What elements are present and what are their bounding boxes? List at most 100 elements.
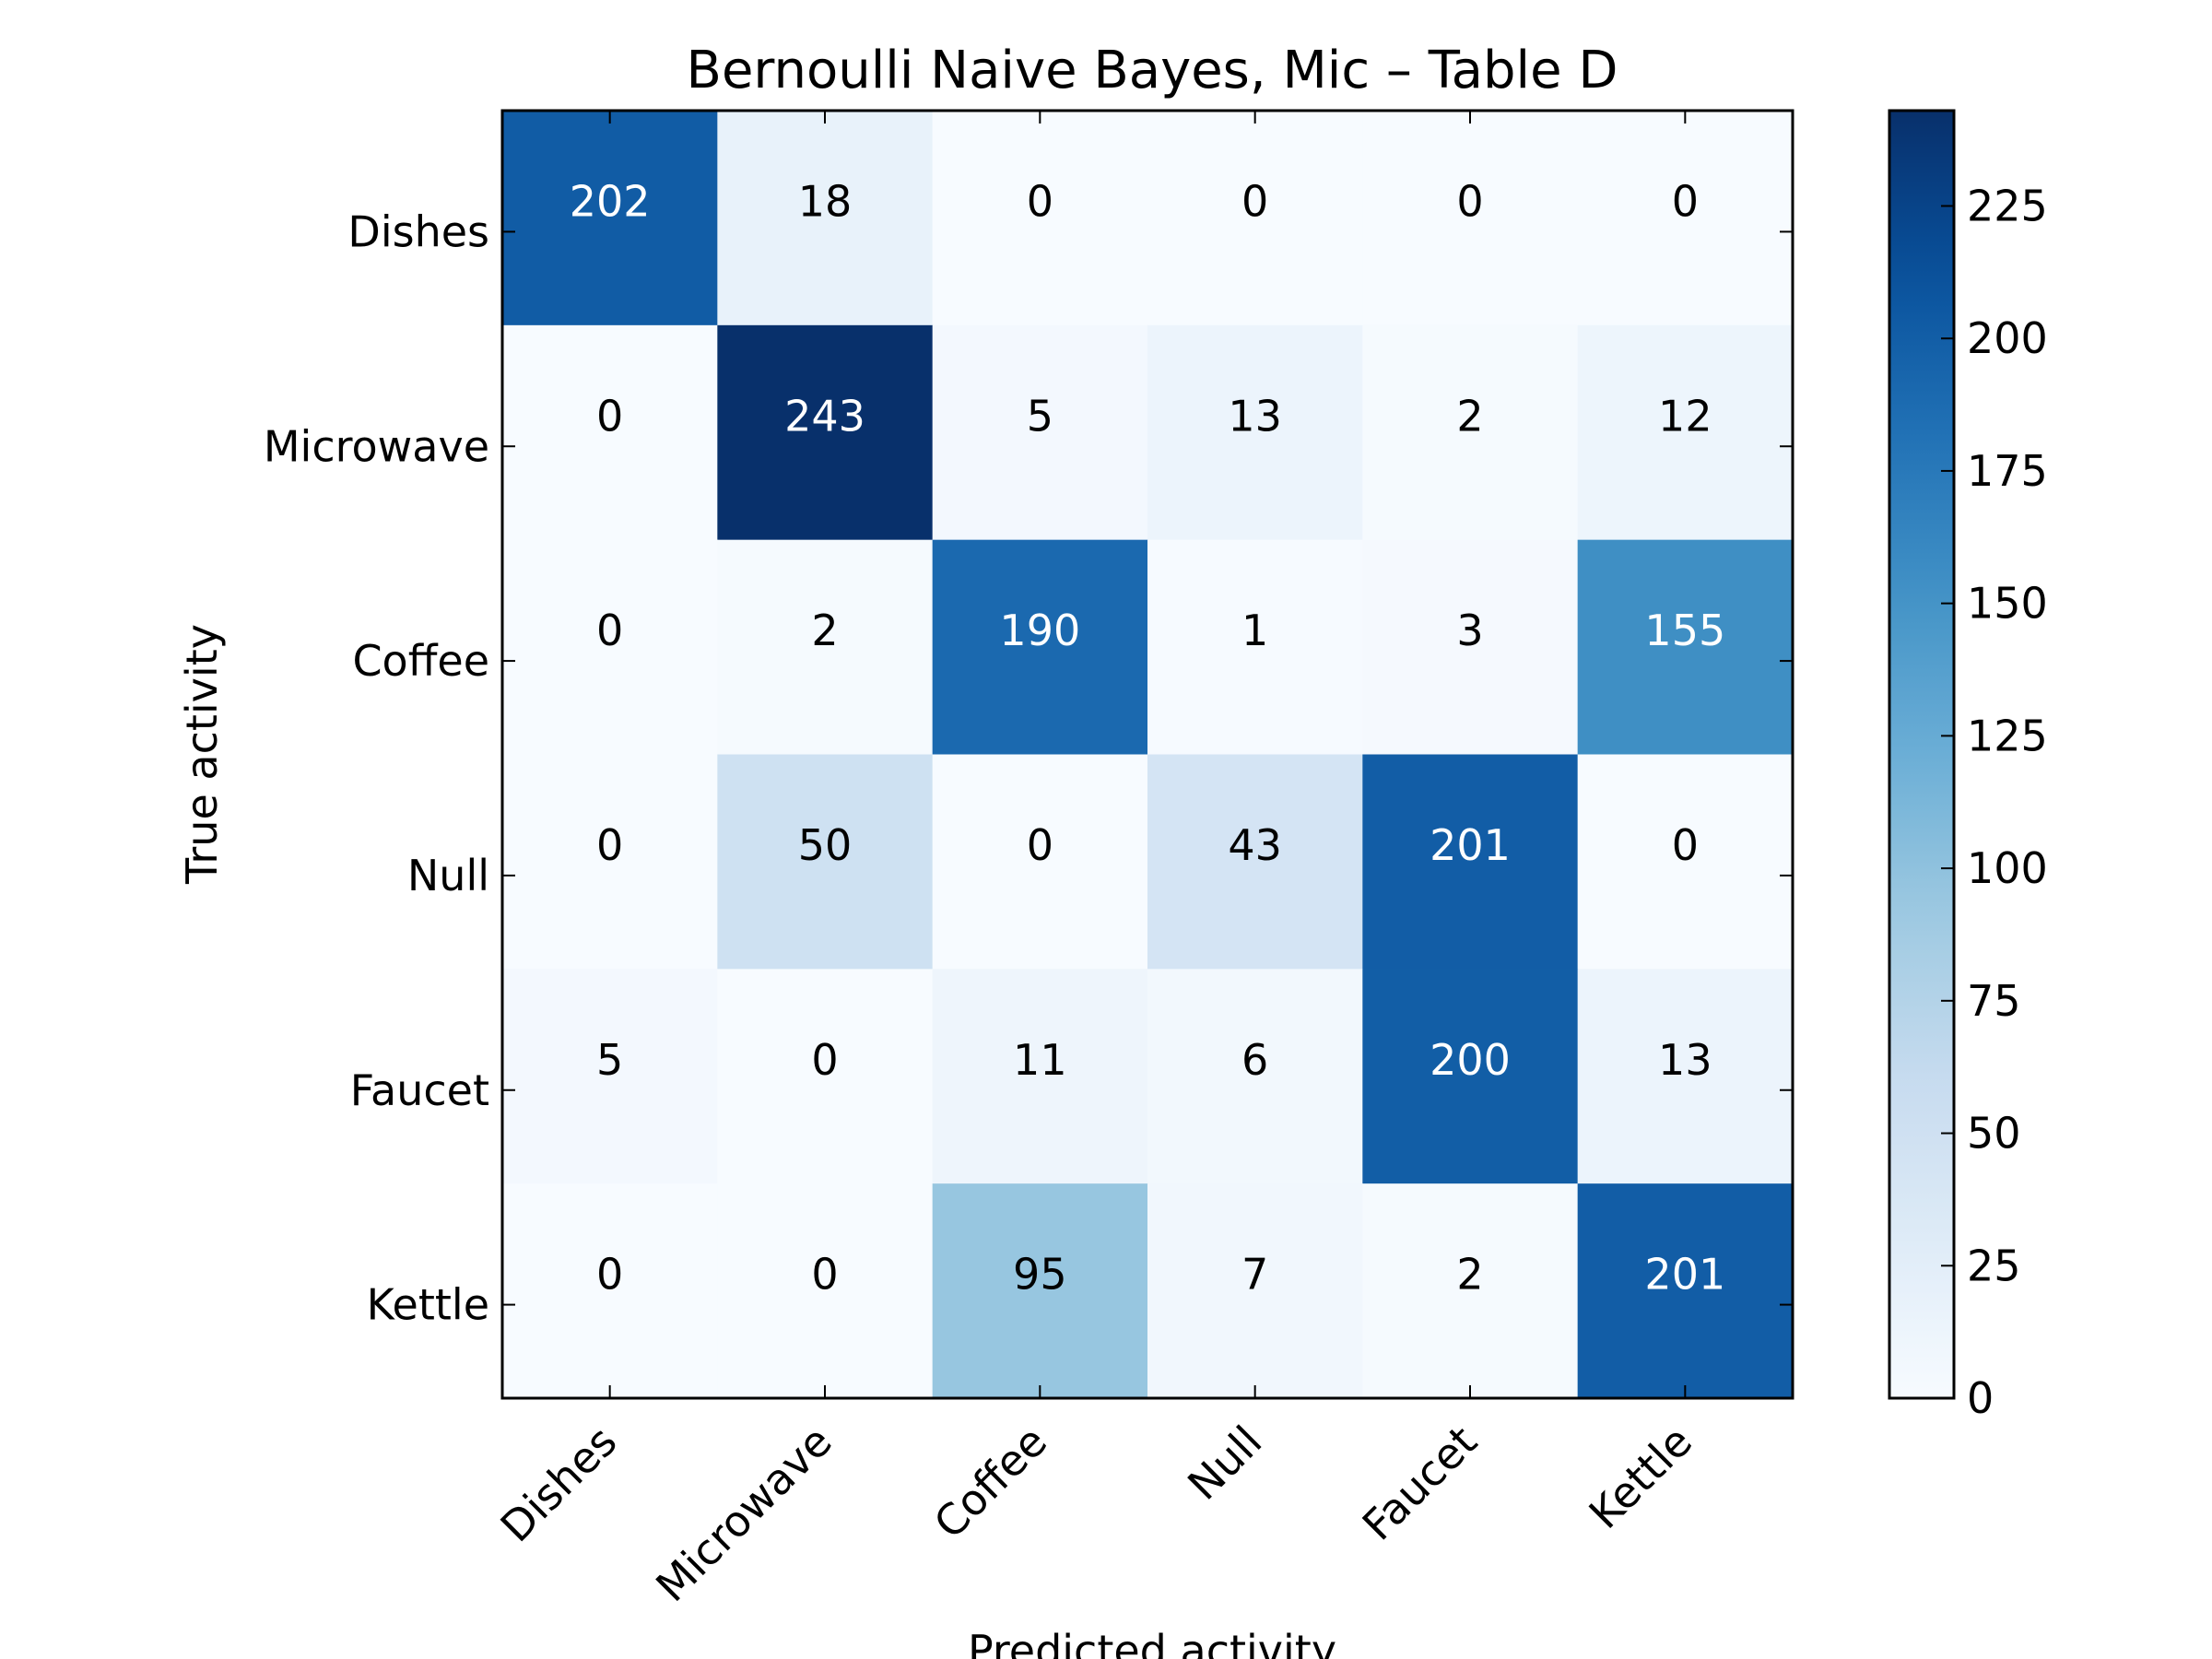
- colorbar-tick-label: 0: [1967, 1373, 1994, 1423]
- heatmap-cell: [1362, 324, 1579, 541]
- cell-value-label: 50: [798, 820, 853, 870]
- heatmap-cell: [1147, 754, 1363, 970]
- heatmap-cell: [1362, 969, 1579, 1184]
- heatmap-cell: [1577, 539, 1794, 755]
- y-tick-label: Null: [407, 851, 489, 900]
- colorbar-tick-label: 150: [1967, 579, 2048, 629]
- cell-value-label: 12: [1658, 391, 1712, 441]
- x-tick-label: Faucet: [1353, 1417, 1487, 1550]
- cell-value-label: 0: [596, 391, 623, 441]
- heatmap-cell: [1147, 539, 1363, 755]
- heatmap-cell: [1577, 969, 1794, 1184]
- cell-value-label: 6: [1241, 1035, 1268, 1085]
- heatmap-cell: [1362, 111, 1579, 326]
- heatmap-cell: [932, 969, 1148, 1184]
- cell-value-label: 5: [596, 1035, 623, 1085]
- heatmap-cell: [1577, 754, 1794, 970]
- cell-value-label: 0: [596, 820, 623, 870]
- colorbar-tick-label: 75: [1967, 976, 2021, 1026]
- colorbar-tick-label: 225: [1967, 181, 2048, 230]
- heatmap-cell: [502, 1183, 718, 1399]
- colorbar: [1888, 109, 1956, 1400]
- plot-frame: [500, 109, 1794, 1400]
- heatmap-cell: [502, 324, 718, 541]
- heatmap-cell: [932, 1183, 1148, 1399]
- heatmap-cell: [932, 539, 1148, 755]
- colorbar-tick-label: 50: [1967, 1109, 2021, 1159]
- heatmap-cell: [1362, 539, 1579, 755]
- heatmap-cell: [932, 754, 1148, 970]
- cell-value-label: 0: [1672, 176, 1699, 226]
- heatmap-cell: [1147, 1183, 1363, 1399]
- cell-value-label: 0: [596, 606, 623, 655]
- x-tick-label: Microwave: [646, 1417, 841, 1612]
- cell-value-label: 0: [1456, 176, 1483, 226]
- cell-value-label: 0: [1241, 176, 1268, 226]
- cell-value-label: 202: [570, 176, 651, 226]
- heatmap-cell: [932, 324, 1148, 541]
- heatmap-cells: [502, 111, 1794, 1399]
- y-tick-label: Faucet: [350, 1065, 489, 1115]
- cell-value-label: 190: [999, 606, 1080, 655]
- heatmap-cell: [932, 111, 1148, 326]
- cell-value-label: 243: [784, 391, 865, 441]
- y-tick-label: Dishes: [347, 206, 489, 256]
- cell-value-label: 0: [1027, 176, 1053, 226]
- cell-value-label: 95: [1013, 1250, 1067, 1300]
- heatmap-cell: [502, 969, 718, 1184]
- x-tick-label: Dishes: [491, 1417, 627, 1552]
- cell-value-label: 11: [1013, 1035, 1067, 1085]
- heatmap-cell: [1147, 111, 1363, 326]
- cell-value-label: 13: [1658, 1035, 1712, 1085]
- y-axis-label: True activity: [177, 624, 227, 885]
- colorbar-ticks: 0 25 50 75 100 125 150 175 200 225: [1941, 181, 2048, 1423]
- chart-title: Bernoulli Naive Bayes, Mic – Table D: [687, 41, 1618, 100]
- colorbar-tick-label: 100: [1967, 843, 2048, 893]
- cell-value-label: 2: [811, 606, 838, 655]
- heatmap-cell: [717, 1183, 934, 1399]
- heatmap-cell: [1577, 111, 1794, 326]
- cell-value-label: 1: [1241, 606, 1268, 655]
- heatmap-cell: [717, 324, 934, 541]
- x-tick-label: Null: [1178, 1417, 1271, 1510]
- cell-value-label: 2: [1456, 391, 1483, 441]
- y-tick-label: Coffee: [352, 636, 489, 686]
- cell-value-label: 201: [1430, 820, 1511, 870]
- colorbar-tick-label: 25: [1967, 1241, 2021, 1290]
- colorbar-tick-label: 200: [1967, 313, 2048, 363]
- cell-value-label: 201: [1644, 1250, 1725, 1300]
- heatmap-cell: [717, 754, 934, 970]
- heatmap-cell: [1577, 324, 1794, 541]
- heatmap-cell: [1147, 324, 1363, 541]
- cell-value-label: 0: [596, 1250, 623, 1300]
- colorbar-tick-label: 175: [1967, 446, 2048, 496]
- cell-value-label: 155: [1644, 606, 1725, 655]
- cell-value-label: 43: [1228, 820, 1282, 870]
- cell-value-label: 18: [798, 176, 853, 226]
- y-tick-label: Microwave: [264, 421, 489, 471]
- heatmap-cell: [1362, 754, 1579, 970]
- heatmap-cell: [717, 539, 934, 755]
- heatmap-cell: [502, 111, 718, 326]
- heatmap-cell: [1147, 969, 1363, 1184]
- y-tick-label: Kettle: [367, 1280, 489, 1330]
- heatmap-cell: [717, 969, 934, 1184]
- cell-value-label: 2: [1456, 1250, 1483, 1300]
- cell-value-label: 3: [1456, 606, 1483, 655]
- heatmap-cell: [717, 111, 934, 326]
- cell-value-label: 0: [1672, 820, 1699, 870]
- cell-value-label: 7: [1241, 1250, 1268, 1300]
- colorbar-tick-label: 125: [1967, 711, 2048, 760]
- heatmap-cell: [502, 754, 718, 970]
- heatmap-cell: [502, 539, 718, 755]
- x-tick-label: Coffee: [924, 1417, 1056, 1548]
- heatmap-cell: [1577, 1183, 1794, 1399]
- cell-value-label: 0: [1027, 820, 1053, 870]
- cell-value-label: 0: [811, 1035, 838, 1085]
- cell-value-label: 0: [811, 1250, 838, 1300]
- cell-value-label: 200: [1430, 1035, 1511, 1085]
- x-axis-label: Predicted activity: [968, 1626, 1336, 1659]
- y-axis-ticks: Dishes Microwave Coffee Null Faucet Kettle: [264, 206, 1793, 1330]
